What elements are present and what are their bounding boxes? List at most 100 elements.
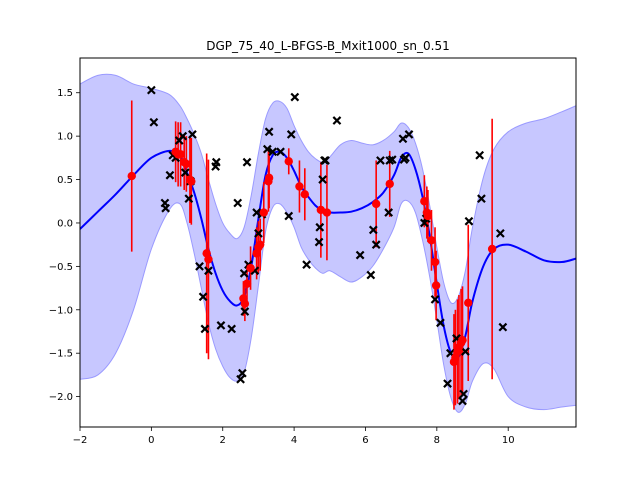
prediction-point (464, 298, 473, 308)
prediction-point (371, 199, 381, 209)
training-point (477, 194, 486, 204)
prediction-point (427, 236, 436, 245)
training-point (318, 175, 328, 184)
prediction-point (295, 182, 304, 191)
prediction-point (458, 335, 467, 345)
training-point (254, 229, 263, 238)
training-point (464, 216, 474, 226)
y-tick-label: −2.0 (49, 392, 73, 403)
prediction-point (420, 197, 429, 206)
training-point (430, 294, 440, 304)
training-point (387, 155, 397, 164)
training-point (188, 130, 197, 139)
training-point (290, 92, 300, 102)
training-point (384, 208, 394, 217)
training-point (237, 368, 247, 378)
training-point (459, 389, 468, 399)
training-point (401, 153, 410, 163)
training-point (332, 116, 342, 125)
training-point (355, 250, 365, 260)
training-point (314, 237, 324, 247)
training-point (284, 211, 294, 221)
training-point (368, 225, 378, 235)
y-tick-label: 0.0 (57, 218, 73, 229)
prediction-point (284, 157, 293, 166)
prediction-point (423, 211, 433, 221)
training-point (242, 157, 252, 167)
axes: −2 0 2 4 6 8 10 −2.0 −1.5 −1.0 −0.5 0.0 0.5 1.0 1.5 (49, 57, 577, 446)
training-point (198, 292, 208, 302)
prediction-point (246, 263, 255, 273)
training-point (398, 134, 408, 144)
training-point (165, 170, 175, 180)
training-point (458, 396, 467, 406)
axes-frame (79, 57, 577, 428)
training-point (233, 198, 243, 208)
prediction-point (187, 177, 196, 186)
prediction-point (182, 159, 191, 169)
training-point (404, 130, 414, 139)
training-point (475, 150, 485, 160)
training-point (436, 318, 445, 328)
training-point (236, 374, 245, 384)
x-tick-label: 0 (148, 435, 154, 446)
y-tick-label: 0.5 (57, 175, 73, 186)
training-point (268, 147, 278, 157)
training-point (286, 130, 296, 139)
prediction-point (259, 208, 268, 217)
training-point (276, 147, 285, 157)
prediction-point (176, 150, 185, 159)
training-point (195, 261, 204, 271)
y-tick-label: 1.5 (57, 88, 73, 99)
training-point (495, 229, 505, 238)
training-point (443, 379, 452, 388)
training-point (149, 117, 159, 127)
training-point (184, 194, 194, 204)
x-tick-label: 10 (502, 435, 515, 446)
training-point (264, 127, 274, 137)
y-tick-label: −1.0 (49, 305, 73, 316)
prediction-point (264, 173, 274, 183)
plot-area (80, 73, 576, 413)
training-point (371, 240, 381, 250)
training-point (178, 131, 188, 141)
training-point (146, 85, 156, 95)
x-tick-label: −2 (73, 435, 88, 446)
x-tick-label: 4 (291, 435, 297, 446)
confidence-band (80, 73, 576, 413)
prediction-point (322, 208, 332, 217)
training-point (461, 347, 470, 356)
prediction-point (487, 244, 497, 254)
training-point (204, 266, 213, 276)
prediction-point (300, 190, 310, 199)
training-point (180, 168, 190, 177)
training-point (321, 156, 330, 165)
training-point (240, 307, 250, 316)
training-point (239, 268, 249, 278)
training-point (315, 222, 325, 232)
prediction-point (204, 255, 213, 264)
training-point (227, 324, 237, 334)
training-point (211, 157, 221, 167)
training-point (216, 321, 226, 330)
x-tick-label: 2 (220, 435, 226, 446)
prediction-point (240, 299, 250, 308)
plot-content (80, 73, 576, 413)
prediction-point (431, 281, 441, 290)
training-point (161, 203, 171, 213)
prediction-point (256, 240, 265, 249)
y-tick-label: 1.0 (57, 132, 73, 143)
y-tick-label: −0.5 (49, 262, 73, 273)
prediction-point (127, 171, 136, 181)
training-point (366, 270, 376, 280)
training-point (498, 322, 508, 332)
prediction-point (385, 179, 394, 189)
x-tick-label: 8 (434, 435, 440, 446)
prediction-point (430, 257, 440, 267)
training-point (376, 156, 385, 165)
x-tick-label: 6 (362, 435, 368, 446)
chart-title: DGP_75_40_L-BFGS-B_Mxit1000_sn_0.51 (206, 39, 450, 53)
prediction-point (242, 279, 252, 288)
training-point (200, 324, 210, 334)
